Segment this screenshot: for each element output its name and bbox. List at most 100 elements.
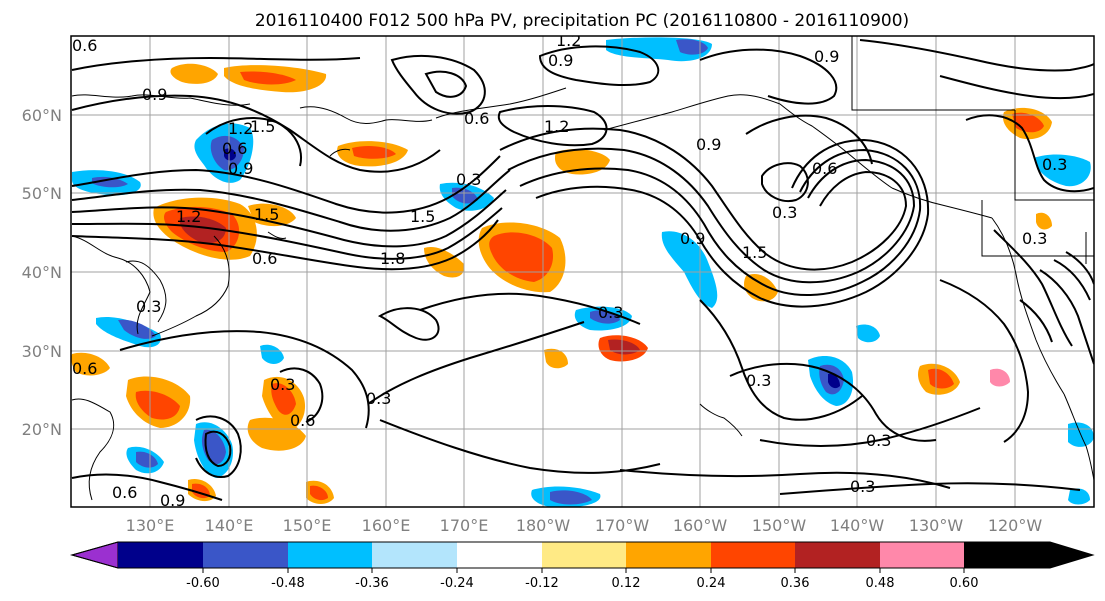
map-frame bbox=[70, 35, 1095, 508]
neg-anomaly-patch bbox=[1034, 154, 1091, 187]
colorbar: -0.60 -0.48 -0.36 -0.24 -0.12 0.12 0.24 … bbox=[70, 541, 1095, 591]
longitude-labels: 130°E 140°E 150°E 160°E 170°E 180°W 170°… bbox=[126, 516, 1043, 535]
pos-anomaly-patch bbox=[135, 390, 180, 420]
contour-label-group: 0.6 0.9 1.2 0.9 0.6 1.5 0.6 1.2 1.5 0.3 … bbox=[72, 31, 1067, 510]
pos-anomaly-patch bbox=[247, 417, 306, 451]
contour-label: 0.6 bbox=[290, 411, 315, 430]
contour-label: 0.9 bbox=[142, 85, 167, 104]
colorbar-tick-label: 0.12 bbox=[612, 576, 641, 591]
lat-label: 50°N bbox=[22, 184, 62, 203]
contour-label: 0.3 bbox=[270, 375, 295, 394]
contour-label: 1.8 bbox=[380, 249, 405, 268]
pos-anomaly-patch bbox=[240, 71, 296, 85]
map-plot-area: 0.6 0.9 1.2 0.9 0.6 1.5 0.6 1.2 1.5 0.3 … bbox=[71, 31, 1094, 510]
neg-anomaly-patch bbox=[136, 451, 158, 468]
contour-label: 0.6 bbox=[72, 36, 97, 55]
colorbar-tick-label: -0.60 bbox=[186, 576, 220, 591]
colorbar-segment bbox=[542, 542, 626, 568]
colorbar-segment bbox=[457, 542, 542, 568]
colorbar-tick-label: -0.36 bbox=[355, 576, 389, 591]
pos-anomaly-patch bbox=[170, 63, 218, 84]
colorbar-segment bbox=[711, 542, 795, 568]
lat-label: 30°N bbox=[22, 342, 62, 361]
contour-label: 0.6 bbox=[112, 483, 137, 502]
contour-label: 1.5 bbox=[410, 207, 435, 226]
colorbar-tick-label: -0.12 bbox=[525, 576, 559, 591]
colorbar-segment bbox=[372, 542, 457, 568]
pos-anomaly-patch bbox=[248, 203, 296, 227]
pos-anomaly-patch bbox=[544, 348, 568, 369]
contour-label: 0.3 bbox=[598, 303, 623, 322]
lat-label: 20°N bbox=[22, 420, 62, 439]
lon-label: 180°W bbox=[516, 516, 571, 535]
pos-anomaly-patch bbox=[928, 368, 954, 389]
contour-label: 1.2 bbox=[176, 207, 201, 226]
lon-label: 130°E bbox=[126, 516, 175, 535]
lon-label: 160°W bbox=[673, 516, 728, 535]
neg-anomaly-patch bbox=[828, 373, 840, 389]
lon-label: 170°W bbox=[595, 516, 650, 535]
colorbar-ticks bbox=[202, 568, 965, 573]
contour-label: 0.9 bbox=[160, 491, 185, 510]
neg-anomaly-patch bbox=[661, 231, 718, 308]
contour-label: 1.2 bbox=[556, 31, 581, 50]
contour-label: 0.6 bbox=[72, 359, 97, 378]
contour-label: 0.3 bbox=[866, 431, 891, 450]
lon-label: 170°E bbox=[440, 516, 489, 535]
colorbar-extend-min bbox=[70, 541, 119, 569]
contour-label: 1.5 bbox=[742, 243, 767, 262]
contour-label: 0.9 bbox=[680, 229, 705, 248]
neg-anomaly-patch bbox=[224, 148, 236, 161]
pos-anomaly-patch bbox=[489, 232, 554, 282]
contour-label: 0.3 bbox=[136, 297, 161, 316]
contour-label: 0.3 bbox=[772, 203, 797, 222]
lon-label: 140°E bbox=[205, 516, 254, 535]
contour-label: 0.6 bbox=[464, 109, 489, 128]
colorbar-tick-label: -0.48 bbox=[271, 576, 305, 591]
latitude-labels: 60°N 50°N 40°N 30°N 20°N bbox=[22, 106, 62, 439]
contour-label: 0.9 bbox=[814, 47, 839, 66]
contour-label: 0.3 bbox=[746, 371, 771, 390]
neg-anomaly-patch bbox=[1068, 488, 1090, 505]
pos-anomaly-patch bbox=[310, 485, 328, 501]
contour-label: 0.3 bbox=[1042, 155, 1067, 174]
colorbar-tick-label: 0.60 bbox=[950, 576, 979, 591]
colorbar-extend-max bbox=[964, 542, 1093, 568]
lon-label: 160°E bbox=[362, 516, 411, 535]
pv-contours bbox=[71, 39, 1094, 501]
pos-anomaly-patch bbox=[1036, 212, 1052, 230]
neg-anomaly-patch bbox=[92, 176, 128, 188]
pos-anomaly-patch bbox=[352, 146, 396, 159]
coastlines bbox=[71, 36, 1094, 501]
colorbar-segment bbox=[880, 542, 964, 568]
colorbar-segment bbox=[288, 542, 372, 568]
colorbar-tick-label: 0.36 bbox=[781, 576, 810, 591]
colorbar-tick-label: 0.48 bbox=[866, 576, 895, 591]
contour-label: 0.6 bbox=[812, 159, 837, 178]
contour-label: 0.3 bbox=[456, 170, 481, 189]
neg-anomaly-patch bbox=[550, 490, 592, 505]
map-title: 2016110400 F012 500 hPa PV, precipitatio… bbox=[255, 11, 909, 31]
lon-label: 150°E bbox=[283, 516, 332, 535]
contour-label: 1.2 bbox=[228, 119, 253, 138]
lon-label: 120°W bbox=[988, 516, 1043, 535]
colorbar-outline bbox=[70, 541, 1095, 569]
contour-label: 0.3 bbox=[366, 389, 391, 408]
pos-anomaly-patch bbox=[990, 368, 1010, 387]
contour-label: 1.5 bbox=[254, 205, 279, 224]
colorbar-segment bbox=[626, 542, 711, 568]
colorbar-segment bbox=[203, 542, 288, 568]
contour-label: 0.9 bbox=[696, 135, 721, 154]
contour-label: 0.6 bbox=[222, 139, 247, 158]
neg-anomaly-patch bbox=[856, 324, 880, 343]
lon-label: 150°W bbox=[752, 516, 807, 535]
contour-label: 0.3 bbox=[850, 477, 875, 496]
contour-label: 0.9 bbox=[228, 159, 253, 178]
lat-label: 60°N bbox=[22, 106, 62, 125]
pos-anomaly-patch bbox=[71, 352, 110, 376]
contour-label: 1.5 bbox=[250, 117, 275, 136]
contour-label: 1.2 bbox=[544, 117, 569, 136]
colorbar-segment bbox=[118, 542, 203, 568]
pos-anomaly-patch bbox=[271, 383, 296, 415]
